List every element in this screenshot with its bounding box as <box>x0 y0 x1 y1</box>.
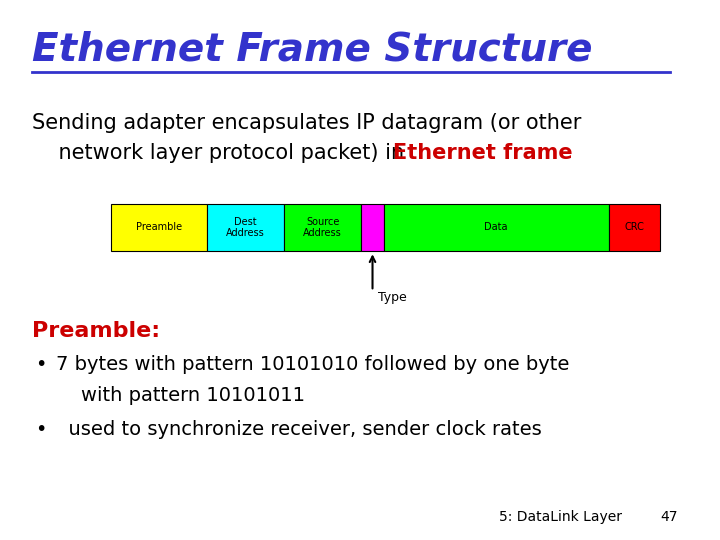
Text: used to synchronize receiver, sender clock rates: used to synchronize receiver, sender clo… <box>55 420 541 439</box>
Text: Data: Data <box>485 222 508 232</box>
Text: 47: 47 <box>660 510 678 524</box>
Bar <box>284 204 361 252</box>
Text: Preamble: Preamble <box>136 222 182 232</box>
Text: network layer protocol packet) in: network layer protocol packet) in <box>32 144 410 164</box>
Text: 5: DataLink Layer: 5: DataLink Layer <box>499 510 621 524</box>
Bar <box>361 204 384 252</box>
Text: Sending adapter encapsulates IP datagram (or other: Sending adapter encapsulates IP datagram… <box>32 113 581 133</box>
Text: with pattern 10101011: with pattern 10101011 <box>55 386 305 405</box>
Text: Ethernet Frame Structure: Ethernet Frame Structure <box>32 31 592 69</box>
Text: •: • <box>35 420 47 439</box>
Text: Preamble:: Preamble: <box>32 321 160 341</box>
Bar <box>207 204 284 252</box>
Text: 7 bytes with pattern 10101010 followed by one byte: 7 bytes with pattern 10101010 followed b… <box>55 355 569 374</box>
Bar <box>111 204 207 252</box>
Text: •: • <box>35 355 47 374</box>
Text: Dest
Address: Dest Address <box>226 217 265 238</box>
Text: Ethernet frame: Ethernet frame <box>393 144 572 164</box>
Text: Type: Type <box>378 291 407 304</box>
Bar <box>384 204 608 252</box>
Text: Source
Address: Source Address <box>303 217 342 238</box>
Bar <box>608 204 660 252</box>
Text: CRC: CRC <box>624 222 644 232</box>
